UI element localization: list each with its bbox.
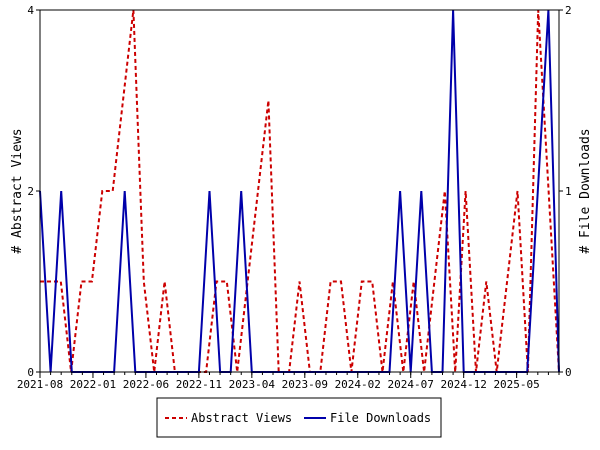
axes: 0 2 4 0 1 2 2021-08 2022-01 2022-06 2022-11 2023-0… [17,4,572,391]
x-tick-label: 2022-11 [176,378,222,391]
x-tick-label: 2022-01 [70,378,116,391]
series-line-file-downloads [39,9,560,373]
x-tick-label: 2022-06 [123,378,169,391]
y-left-tick-label: 4 [27,4,34,17]
x-tick-label: 2021-08 [17,378,63,391]
legend-label-file-downloads: File Downloads [330,411,431,425]
legend: Abstract Views File Downloads [156,397,442,438]
x-tick-label: 2024-02 [335,378,381,391]
x-tick-label: 2025-05 [493,378,539,391]
y-axis-left-title: # Abstract Views [10,128,25,253]
legend-box [156,397,442,438]
series-line-abstract-views [40,9,560,373]
legend-label-abstract-views: Abstract Views [191,411,292,425]
y-right-tick-label: 2 [565,4,572,17]
y-left-tick-label: 2 [27,185,34,198]
plot-area [39,9,560,373]
x-tick-label: 2023-04 [229,378,276,391]
x-tick-label: 2024-12 [440,378,486,391]
y-left-tick-label: 0 [27,366,34,379]
y-right-tick-label: 1 [565,185,572,198]
y-axis-right-title: # File Downloads [578,128,593,253]
x-tick-label: 2024-07 [388,378,434,391]
y-right-tick-label: 0 [565,366,572,379]
x-tick-label: 2023-09 [282,378,328,391]
